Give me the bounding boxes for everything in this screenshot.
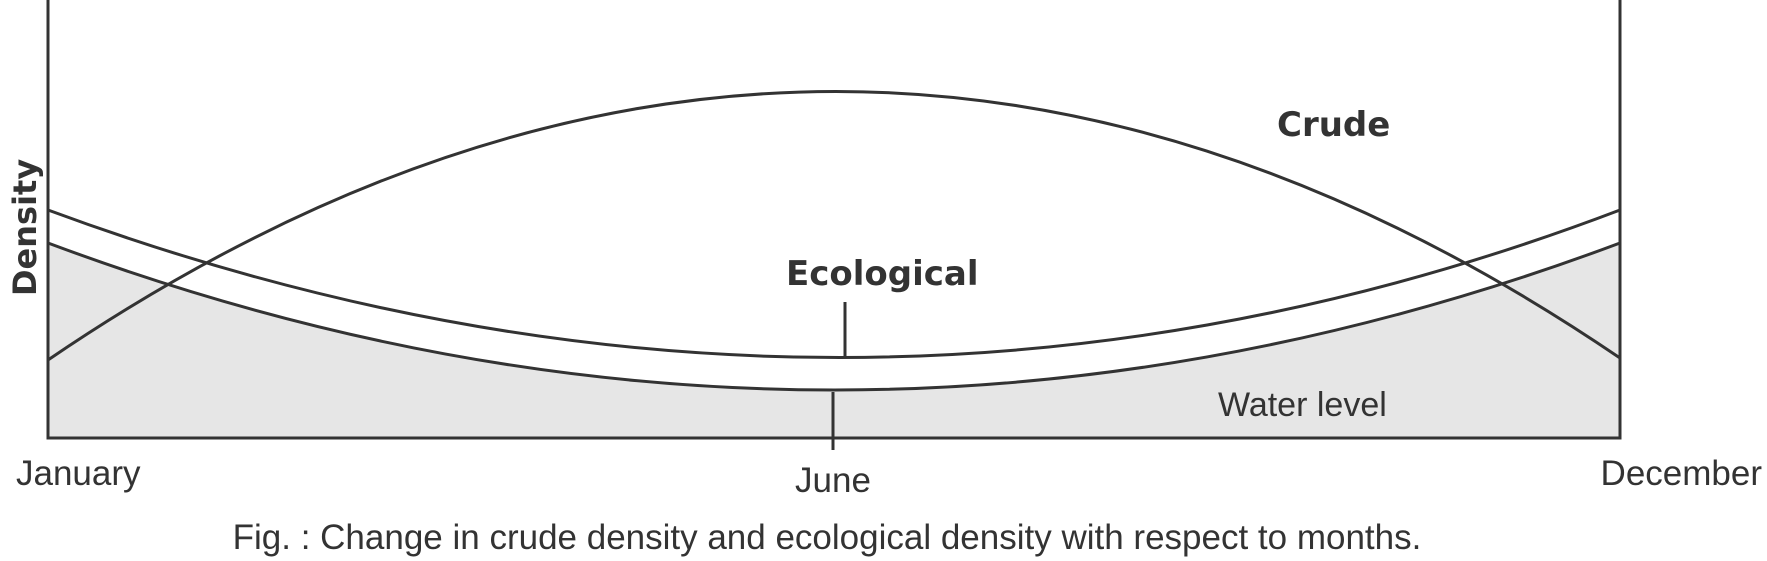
x-label-january: January	[16, 454, 141, 493]
x-label-december: December	[1601, 454, 1763, 493]
figure-caption: Fig. : Change in crude density and ecolo…	[233, 518, 1422, 557]
water-level-label: Water level	[1218, 386, 1387, 424]
water-level-curve	[47, 241, 1621, 392]
x-label-june: June	[795, 461, 871, 500]
crude-density-curve	[47, 90, 1621, 362]
ecological-label: Ecological	[786, 254, 979, 294]
ecological-density-curve	[47, 208, 1621, 359]
water-level-area	[48, 243, 1620, 438]
crude-label: Crude	[1277, 105, 1390, 145]
y-axis-label: Density	[6, 159, 44, 296]
